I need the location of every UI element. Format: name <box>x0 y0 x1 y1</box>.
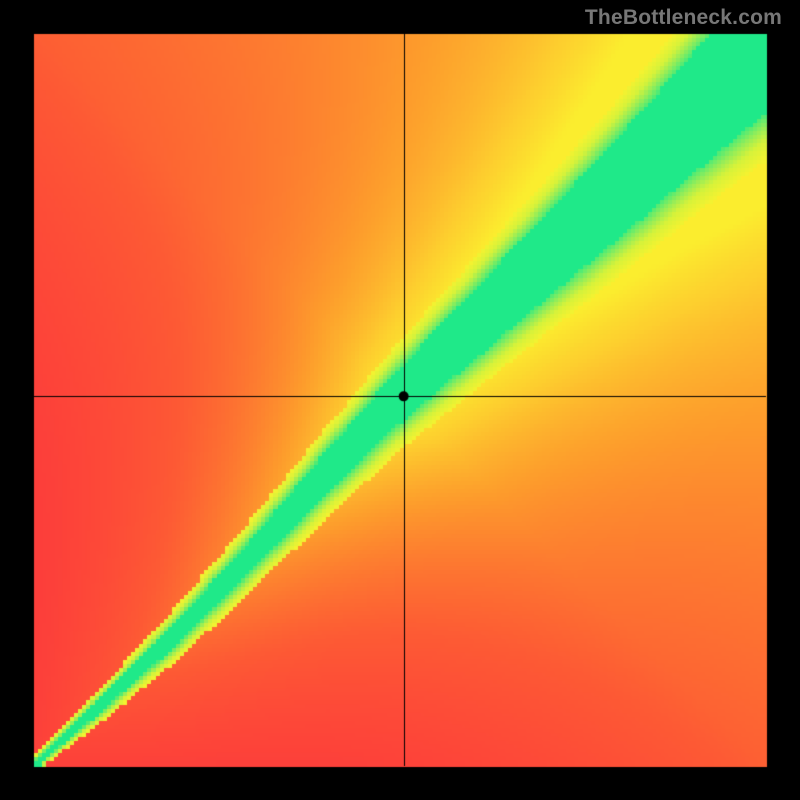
chart-container: TheBottleneck.com <box>0 0 800 800</box>
watermark-text: TheBottleneck.com <box>585 6 782 30</box>
bottleneck-heatmap <box>0 0 800 800</box>
